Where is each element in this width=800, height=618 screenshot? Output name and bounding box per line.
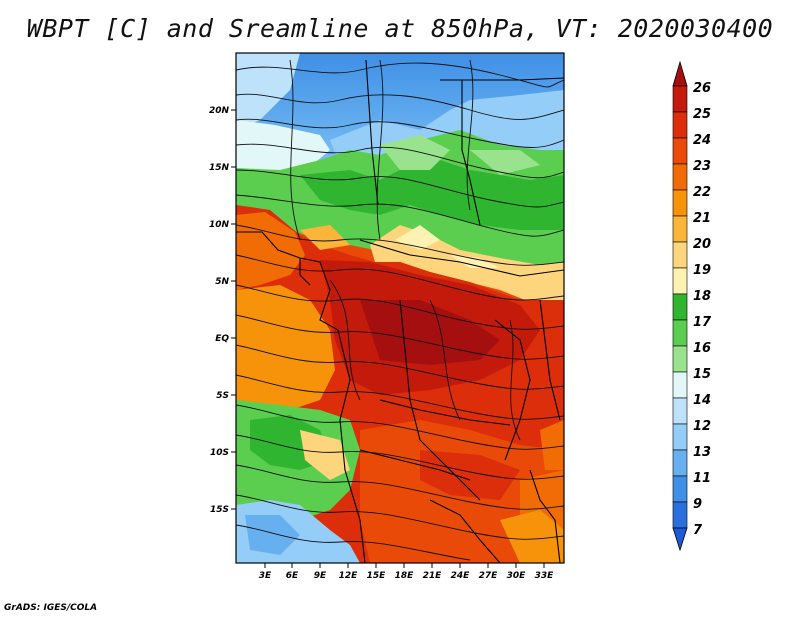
- lat-tick-label: 20N: [209, 106, 230, 116]
- colorbar-label: 16: [693, 341, 711, 356]
- lon-tick-label: 24E: [451, 571, 471, 581]
- colorbar-swatch: [672, 137, 688, 165]
- lon-tick-label: 15E: [367, 571, 387, 581]
- colorbar-swatch: [672, 449, 688, 477]
- lat-tick-label: EQ: [215, 334, 229, 344]
- colorbar-top-triangle: [672, 60, 688, 87]
- lat-tick-label: 5S: [216, 391, 229, 401]
- wbpt-field: [236, 53, 564, 563]
- lon-tick-label: 12E: [339, 571, 359, 581]
- chart-title: WBPT [C] and Sreamline at 850hPa, VT: 20…: [26, 14, 774, 43]
- lon-tick-label: 21E: [423, 571, 443, 581]
- colorbar-swatch: [672, 319, 688, 347]
- lat-tick-label: 10S: [210, 448, 229, 458]
- colorbar-swatch: [672, 111, 688, 139]
- colorbar-swatch: [672, 163, 688, 191]
- colorbar-label: 17: [693, 315, 712, 330]
- colorbar-swatch: [672, 423, 688, 451]
- map-frame: [235, 52, 565, 564]
- country-boundaries: [236, 59, 564, 563]
- colorbar-label: 25: [693, 107, 711, 122]
- colorbar-swatch: [672, 293, 688, 321]
- lon-tick-label: 33E: [535, 571, 555, 581]
- colorbar-label: 22: [693, 185, 711, 200]
- colorbar-swatch: [672, 501, 688, 529]
- colorbar-label: 18: [693, 289, 711, 304]
- colorbar-label: 14: [693, 393, 711, 408]
- colorbar-label: 26: [693, 81, 711, 96]
- colorbar-swatch: [672, 345, 688, 373]
- colorbar-label: 11: [693, 471, 711, 486]
- colorbar-label: 20: [693, 237, 711, 252]
- lon-tick-label: 6E: [286, 571, 299, 581]
- grads-credit: GrADS: IGES/COLA: [4, 603, 98, 613]
- latitude-labels: 20N 15N 10N 5N EQ 5S 10S 15S: [209, 106, 230, 515]
- colorbar-swatch: [672, 189, 688, 217]
- colorbar-label: 12: [693, 419, 711, 434]
- latitude-axis: [231, 109, 236, 510]
- colorbar: [672, 60, 688, 552]
- lon-tick-label: 30E: [507, 571, 527, 581]
- longitude-axis: [264, 563, 545, 568]
- colorbar-swatch: [672, 397, 688, 425]
- colorbar-label: 21: [693, 211, 711, 226]
- streamlines: [236, 59, 564, 561]
- lon-tick-label: 18E: [395, 571, 415, 581]
- lon-tick-label: 3E: [259, 571, 272, 581]
- colorbar-swatch: [672, 371, 688, 399]
- colorbar-label: 7: [693, 523, 703, 538]
- colorbar-labels: 26 25 24 23 22 21 20 19 18 17 16 15 14 1…: [693, 81, 712, 538]
- colorbar-label: 24: [693, 133, 711, 148]
- colorbar-swatch: [672, 267, 688, 295]
- lat-tick-label: 15S: [210, 505, 229, 515]
- colorbar-swatch: [672, 241, 688, 269]
- lon-tick-label: 9E: [314, 571, 327, 581]
- colorbar-swatch: [672, 475, 688, 503]
- lat-tick-label: 15N: [209, 163, 230, 173]
- colorbar-swatch: [672, 85, 688, 113]
- colorbar-label: 9: [693, 497, 702, 512]
- longitude-labels: 3E 6E 9E 12E 15E 18E 21E 24E 27E 30E 33E: [259, 571, 554, 581]
- colorbar-label: 15: [693, 367, 711, 382]
- colorbar-label: 13: [693, 445, 711, 460]
- lon-tick-label: 27E: [479, 571, 499, 581]
- colorbar-label: 23: [693, 159, 711, 174]
- colorbar-label: 19: [693, 263, 711, 278]
- lat-tick-label: 10N: [209, 220, 230, 230]
- lat-tick-label: 5N: [215, 277, 229, 287]
- colorbar-bottom-triangle: [672, 527, 688, 552]
- colorbar-swatch: [672, 215, 688, 243]
